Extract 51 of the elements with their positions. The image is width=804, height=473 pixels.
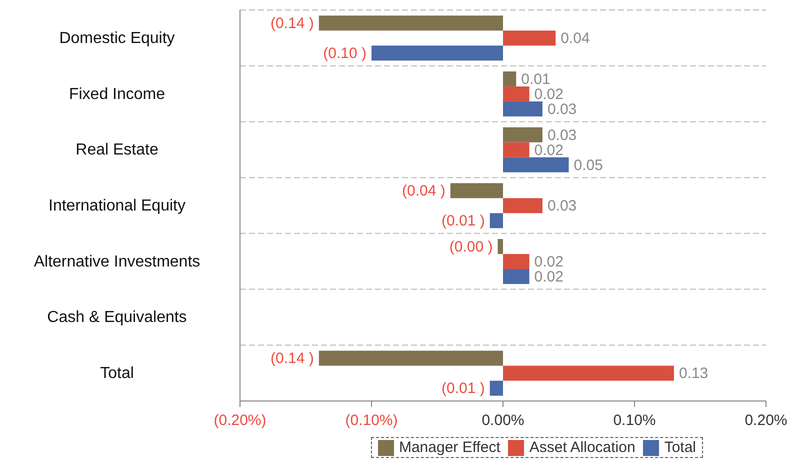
bar bbox=[318, 350, 503, 366]
bar bbox=[503, 269, 530, 284]
y-tick-label: Alternative Investments bbox=[34, 253, 200, 270]
data-label: (0.04 ) bbox=[402, 182, 446, 200]
bar bbox=[503, 142, 530, 158]
x-tick-label: (0.20%) bbox=[214, 412, 266, 429]
data-label: 0.01 bbox=[521, 70, 550, 88]
bar bbox=[450, 183, 503, 198]
bar bbox=[503, 157, 569, 172]
data-label: 0.02 bbox=[534, 142, 564, 159]
data-label: 0.02 bbox=[534, 268, 564, 286]
bar bbox=[490, 213, 503, 228]
data-label: (0.14 ) bbox=[270, 350, 314, 368]
y-tick-label: Total bbox=[100, 365, 134, 382]
data-label: 0.03 bbox=[547, 100, 577, 118]
x-tick-label: 0.20% bbox=[744, 412, 788, 429]
bar bbox=[503, 101, 542, 116]
data-label: 0.02 bbox=[534, 254, 564, 271]
legend-label: Asset Allocation bbox=[528, 439, 636, 456]
bar bbox=[503, 71, 516, 86]
y-tick-label: Fixed Income bbox=[68, 86, 166, 103]
y-tick-label: Domestic Equity bbox=[59, 30, 175, 47]
bar bbox=[503, 254, 530, 270]
x-tick-label: 0.00% bbox=[482, 412, 524, 429]
data-label: (0.00 ) bbox=[449, 238, 493, 256]
y-tick-label: Cash & Equivalents bbox=[47, 309, 187, 326]
data-label: (0.01 ) bbox=[441, 380, 485, 398]
bar bbox=[503, 30, 556, 46]
data-label: (0.10 ) bbox=[323, 45, 366, 62]
bar bbox=[372, 46, 503, 61]
bar bbox=[318, 16, 503, 31]
data-label: 0.13 bbox=[678, 365, 708, 382]
legend-label: Manager Effect bbox=[398, 439, 500, 456]
x-tick-label: 0.10% bbox=[613, 412, 656, 429]
y-tick-label: Real Estate bbox=[76, 142, 158, 159]
bar bbox=[490, 380, 503, 396]
data-label: 0.03 bbox=[547, 126, 577, 144]
data-label: 0.02 bbox=[534, 86, 564, 103]
bar bbox=[498, 239, 503, 254]
bar bbox=[503, 127, 542, 142]
data-label: (0.01 ) bbox=[441, 212, 485, 230]
x-tick-label: (0.10%) bbox=[345, 412, 398, 429]
data-label: 0.04 bbox=[560, 30, 590, 48]
data-label: 0.05 bbox=[574, 156, 603, 174]
bar bbox=[503, 86, 530, 102]
data-label: 0.03 bbox=[547, 198, 577, 215]
bar bbox=[503, 198, 542, 214]
legend-label: Total bbox=[663, 439, 696, 456]
bar bbox=[503, 366, 674, 381]
data-label: (0.14 ) bbox=[270, 15, 314, 32]
y-tick-label: International Equity bbox=[48, 198, 186, 214]
